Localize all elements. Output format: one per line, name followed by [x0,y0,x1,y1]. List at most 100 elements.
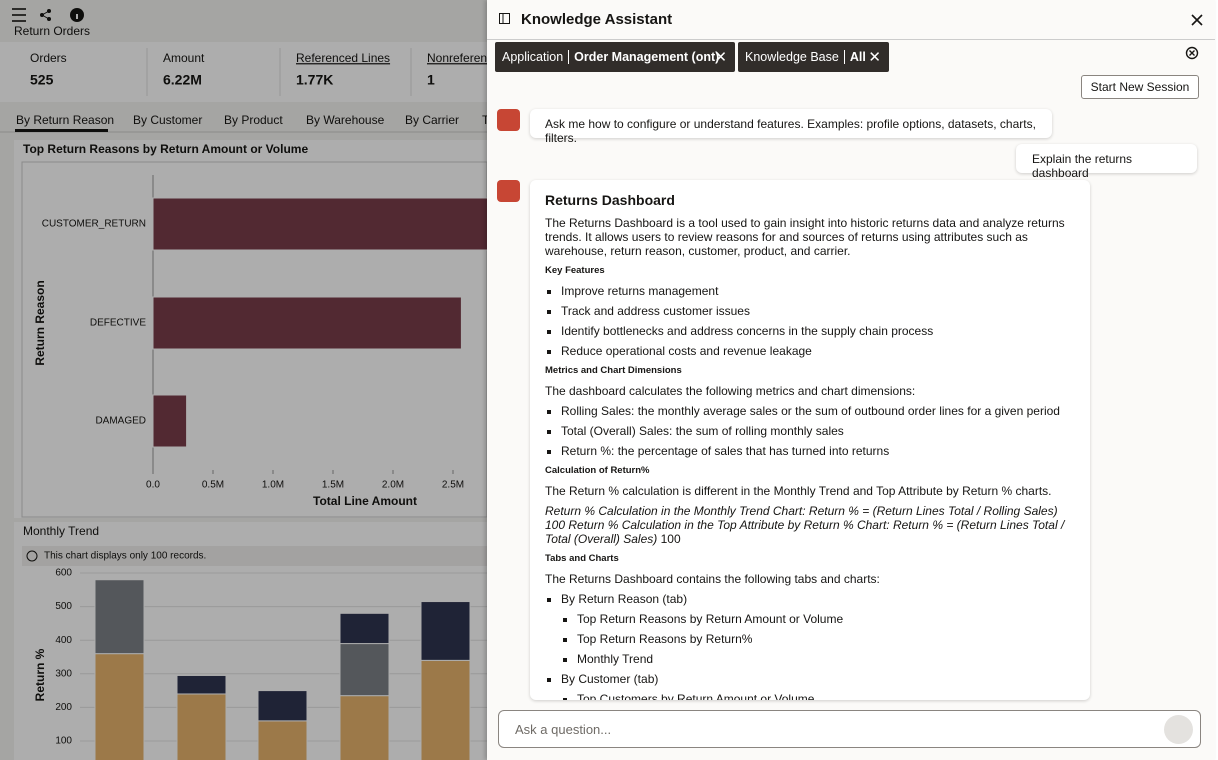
kpi-label: Referenced Lines [296,51,390,65]
list-item: Top Return Reasons by Return Amount or V… [577,612,1075,626]
panel-icon[interactable] [498,12,512,26]
bar-segment [420,659,471,760]
question-input[interactable]: Ask a question... [498,710,1201,748]
kpi-value: 6.22M [163,72,202,88]
bar-segment [339,695,390,760]
bar [152,197,487,251]
section-heading: Key Features [545,265,605,276]
list-item: Top Return Reasons by Return% [577,632,1075,646]
x-axis-title: Total Line Amount [313,494,417,508]
list-item: Track and address customer issues [561,304,1075,318]
y-tick-label: 300 [55,668,72,679]
dashboard: Return Orders Orders 525 Amount 6.22M Refere… [0,0,487,760]
tab: By Carrier [405,113,459,127]
list-item: Return %: the percentage of sales that h… [561,444,1075,458]
y-tick-label: 600 [55,568,72,579]
kpi-value: 1 [427,72,435,88]
formula-tail: 100 [660,532,681,546]
note-icon [26,550,38,562]
bot-avatar [497,180,520,202]
item-text: Track and address customer issues [561,304,750,318]
item-text: Top Return Reasons by Return Amount or V… [577,612,844,626]
list-item: Reduce operational costs and revenue lea… [561,344,1075,358]
x-tick-label: 2.5M [442,480,464,491]
filter-value: All [849,50,866,64]
kpi-value: 1.77K [296,72,333,88]
share-icon[interactable] [40,9,51,21]
bar-segment [94,653,145,760]
list-item: Top Customers by Return Amount or Volume [577,692,1075,700]
filter-chip[interactable]: Application Order Management (ont) ✕ [495,42,735,72]
y-tick-label: 400 [55,635,72,646]
list-item: By Return Reason (tab) Top Return Reasons… [561,592,1075,666]
item-text: Reduce operational costs and revenue lea… [561,344,812,358]
y-tick-label: DAMAGED [95,416,146,427]
item-text: Total (Overall) Sales: the sum of rollin… [561,424,844,438]
assistant-panel: Knowledge Assistant Application Order Man… [487,0,1215,760]
item-text: Monthly Trend [577,652,654,666]
bot-avatar [497,109,520,131]
clear-filters[interactable] [1185,46,1199,60]
filter-label: Knowledge Base [745,50,845,64]
bar-segment [176,674,227,695]
item-text: Improve returns management [561,284,719,298]
bar-segment [94,579,145,655]
kpi-strip [0,42,487,102]
menu-icon[interactable] [12,8,26,22]
list-item: By Customer (tab) Top Customers by Return… [561,672,1075,700]
list: By Return Reason (tab) Top Return Reasons… [545,592,1075,700]
header-rule [487,39,1215,40]
y-axis-title: Return % [33,648,47,701]
x-tick-label: 2.0M [382,480,404,491]
list: Top Customers by Return Amount or Volume [561,692,1075,700]
y-tick-label: 500 [55,601,72,612]
bot-response: Returns Dashboard The Returns Dashboard i… [530,180,1090,700]
kpi-label: Amount [163,51,205,65]
list-item: Rolling Sales: the monthly average sales… [561,404,1075,418]
tab: T [482,113,487,127]
list-item: Monthly Trend [577,652,1075,666]
input-placeholder: Ask a question... [515,722,612,737]
y-axis-title: Return Reason [33,280,47,365]
filter-value: Order Management (ont) [574,50,720,64]
new-session-button[interactable]: Start New Session [1081,75,1199,99]
bar [152,394,188,448]
item-text: Identify bottlenecks and address concern… [561,324,934,338]
x-tick-label: 1.0M [262,480,284,491]
bar [152,296,462,350]
modal-overlay [0,0,487,760]
bot-message: Ask me how to configure or understand fe… [530,109,1052,145]
kpi-value: 525 [30,72,54,88]
bar-segment [339,643,390,697]
kpi-label: Nonreferenc [427,51,487,65]
kpi-label: Orders [30,51,67,65]
close-button[interactable] [1191,14,1203,26]
y-tick-label: 100 [55,736,72,747]
response-title: Returns Dashboard [545,192,675,208]
chip-remove[interactable]: ✕ [714,49,727,66]
item-text: Top Return Reasons by Return% [577,632,753,646]
formula: Return % Calculation in the Monthly Tren… [545,504,1075,546]
x-tick-label: 0.5M [202,480,224,491]
bar-segment [257,690,308,722]
chart-note: This chart displays only 100 records. [44,551,206,562]
section-heading: Calculation of Return% [545,465,650,476]
tab: By Customer [133,113,202,127]
paragraph: The Returns Dashboard contains the follo… [545,572,880,586]
info-glyph [76,14,78,19]
list-item: Identify bottlenecks and address concern… [561,324,1075,338]
tab: By Warehouse [306,113,385,127]
list-item: Improve returns management [561,284,1075,298]
send-button[interactable] [1164,715,1193,744]
list: Rolling Sales: the monthly average sales… [545,404,1075,458]
chart-title: Top Return Reasons by Return Amount or V… [23,142,308,156]
dashboard-title: Return Orders [14,24,90,38]
chart-title: Monthly Trend [23,524,99,538]
section-heading: Metrics and Chart Dimensions [545,365,682,376]
chip-remove[interactable]: ✕ [868,49,881,66]
filter-chip[interactable]: Knowledge Base All ✕ [738,42,889,72]
tab: By Return Reason [16,113,114,127]
x-tick-label: 0.0 [146,480,160,491]
bar-segment [257,720,308,760]
